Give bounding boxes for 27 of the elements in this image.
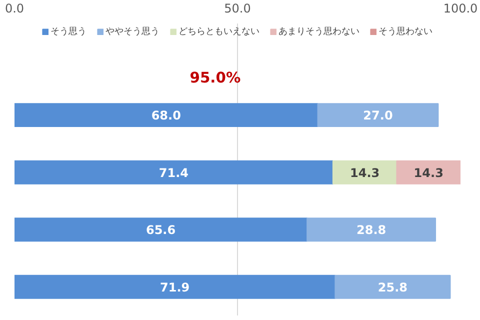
- data-label: 14.3: [414, 166, 444, 180]
- data-label: 71.9: [160, 280, 190, 294]
- data-label: 14.3: [350, 166, 380, 180]
- x-tick-label: 0.0: [4, 2, 24, 16]
- bar: [14, 160, 334, 184]
- bar: [317, 103, 439, 128]
- bar: [14, 274, 336, 299]
- bar: [332, 160, 398, 184]
- legend-label: どちらともいえない: [178, 26, 260, 38]
- bar: [14, 103, 318, 128]
- legend-label: ややそう思う: [106, 26, 160, 38]
- legend-label: そう思う: [50, 26, 86, 38]
- bar: [396, 160, 460, 184]
- data-label: 28.8: [356, 223, 386, 238]
- bar: [334, 274, 451, 299]
- bar: [14, 218, 308, 242]
- data-label: 27.0: [363, 108, 393, 123]
- annotation: 95.0%: [190, 69, 241, 86]
- x-tick-label: 100.0: [443, 2, 478, 16]
- legend-label: そう思わない: [378, 26, 432, 38]
- x-tick-label: 50.0: [224, 2, 251, 16]
- data-label: 68.0: [151, 108, 181, 123]
- data-label: 71.4: [158, 166, 189, 180]
- legend-label: あまりそう思わない: [278, 26, 360, 38]
- bar: [306, 218, 436, 242]
- data-label: 65.6: [146, 223, 176, 238]
- data-label: 25.8: [378, 280, 408, 294]
